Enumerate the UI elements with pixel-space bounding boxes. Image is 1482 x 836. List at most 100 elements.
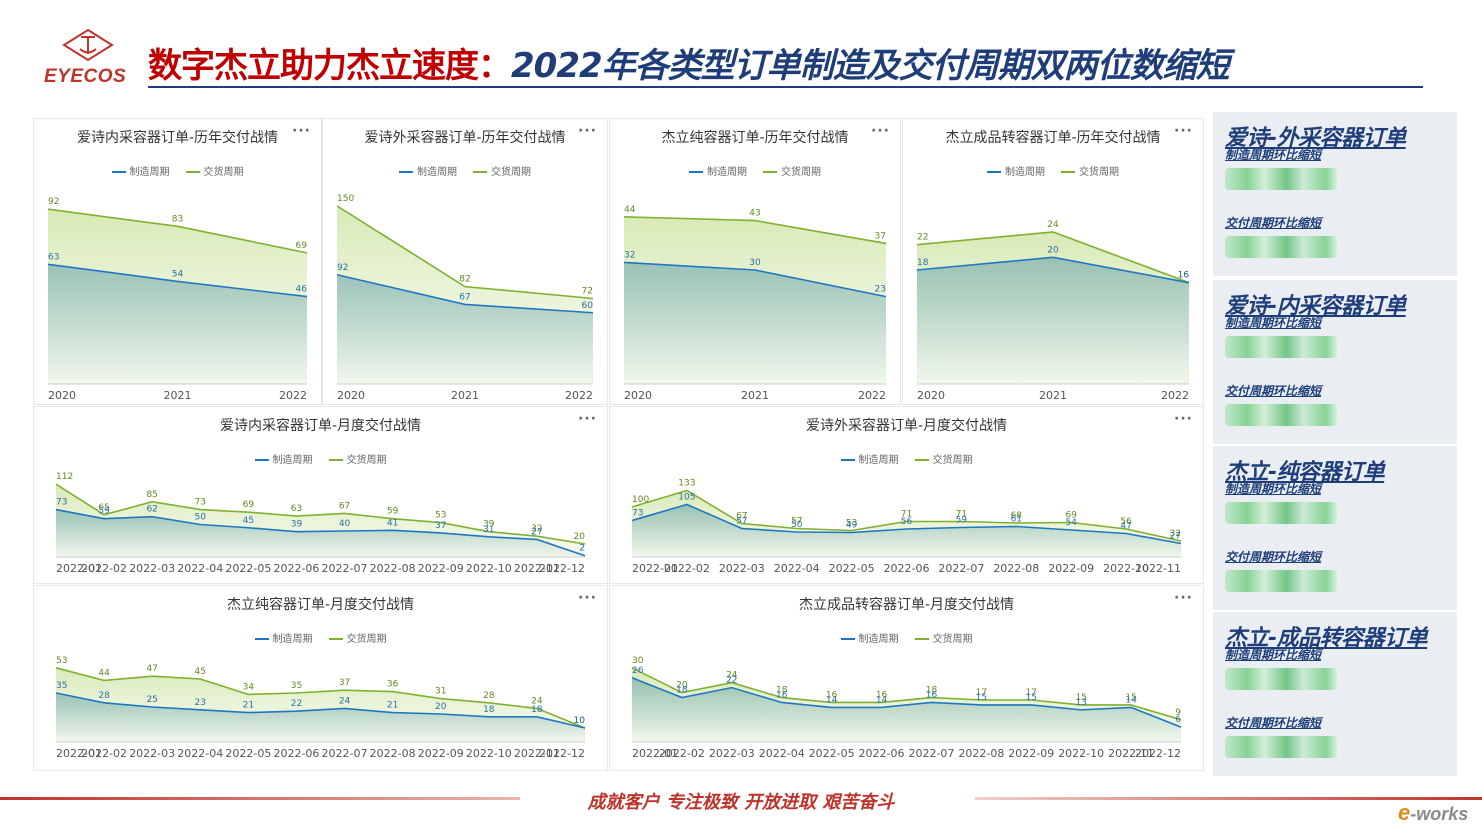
area-manufacturing	[632, 677, 1181, 742]
legend-label: 交货周期	[1079, 167, 1119, 178]
x-tick-label: 2022-06	[273, 747, 319, 760]
series-line-delivery	[631, 667, 1182, 721]
data-label-delivery: 69	[243, 500, 255, 510]
data-label-delivery: 83	[172, 214, 183, 224]
chart-panel-yearly-2: 爱诗外采容器订单-历年交付战情 ··· 制造周期 交货周期 150 82 72 92 67…	[322, 118, 608, 405]
data-label-delivery: 112	[56, 472, 73, 482]
more-icon[interactable]: ···	[1174, 411, 1193, 427]
chart-svg: 53 44 47 45 34 35 37 36 31 28 24 10 35 28 25 23 21 22 24 21…	[55, 656, 586, 760]
chart-legend: 制造周期 交货周期	[34, 630, 607, 645]
more-icon[interactable]: ···	[578, 590, 597, 606]
x-tick-label: 2022-12	[539, 562, 585, 575]
chart-panel-yearly-1: 爱诗内采容器订单-历年交付战情 ··· 制造周期 交货周期 92 83 69 63 54 4…	[33, 118, 322, 405]
more-icon[interactable]: ···	[871, 123, 890, 139]
data-label-delivery: 28	[483, 691, 495, 701]
area-manufacturing	[56, 509, 585, 557]
more-icon[interactable]: ···	[1174, 123, 1193, 139]
data-label-manufacturing: 31	[483, 525, 494, 535]
data-label-delivery: 100	[632, 495, 649, 505]
data-label-manufacturing: 22	[726, 676, 737, 686]
x-tick-label: 2022-10	[1103, 562, 1149, 575]
series-line-delivery	[336, 205, 594, 300]
area-manufacturing	[632, 504, 1181, 557]
x-tick-label: 2022-04	[774, 562, 820, 575]
data-label-delivery: 73	[195, 498, 206, 508]
data-label-manufacturing: 54	[172, 269, 184, 279]
x-tick-label: 2022-10	[1058, 747, 1104, 760]
area-manufacturing	[917, 257, 1189, 384]
more-icon[interactable]: ···	[578, 123, 597, 139]
x-tick-label: 2022-07	[908, 747, 954, 760]
data-label-delivery: 68	[1011, 511, 1023, 521]
data-label-manufacturing: 59	[956, 516, 968, 526]
data-label-manufacturing: 39	[291, 520, 303, 530]
logo-diamond-icon	[62, 28, 114, 62]
chart-title: 杰立纯容器订单-月度交付战情	[226, 597, 415, 613]
data-label-delivery: 10	[574, 716, 586, 726]
data-label-delivery: 72	[582, 287, 593, 297]
data-label-manufacturing: 15	[976, 693, 987, 703]
data-label-delivery: 36	[387, 680, 399, 690]
chart-panel-monthly-4: 杰立成品转容器订单-月度交付战情 ··· 制造周期 交货周期 30 20 24 18 16…	[609, 585, 1204, 771]
data-label-manufacturing: 25	[146, 695, 157, 705]
x-tick-label: 2022-06	[273, 562, 319, 575]
legend-label: 制造周期	[272, 634, 313, 645]
data-label-delivery: 43	[749, 209, 760, 219]
chart-legend: 制造周期 交货周期	[34, 451, 607, 466]
data-label-delivery: 44	[98, 668, 110, 678]
chart-title: 杰立成品转容器订单-月度交付战情	[798, 597, 1015, 613]
series-line-manufacturing	[47, 263, 308, 298]
data-label-manufacturing: 40	[339, 519, 351, 529]
blurred-value	[1225, 736, 1337, 758]
x-tick-label: 2022	[279, 389, 307, 402]
data-label-delivery: 57	[791, 517, 802, 527]
chart-legend: 制造周期 交货周期	[610, 630, 1203, 645]
data-label-manufacturing: 49	[846, 521, 858, 531]
x-tick-label: 2022-06	[859, 747, 905, 760]
area-manufacturing	[48, 264, 307, 384]
x-tick-label: 2022-02	[81, 562, 127, 575]
data-label-delivery: 53	[56, 656, 67, 666]
footer-line-right	[975, 797, 1482, 800]
data-label-delivery: 9	[1175, 708, 1181, 718]
metric-label: 制造周期环比缩短	[1225, 648, 1322, 662]
page-title: 数字杰立助力杰立速度：2022年各类型订单制造及交付周期双两位数缩短	[148, 38, 1230, 88]
chart-svg: 112 65 85 73 69 63 67 59 53 39 32 20 73 59 62 50 45 39 40 4…	[55, 472, 586, 575]
x-tick-label: 2022	[565, 389, 593, 402]
x-tick-label: 2022-04	[177, 562, 223, 575]
more-icon[interactable]: ···	[292, 123, 311, 139]
legend-label: 制造周期	[272, 455, 313, 466]
watermark-e: e	[1398, 800, 1411, 825]
x-tick-label: 2020	[624, 389, 652, 402]
blurred-value	[1225, 502, 1337, 524]
more-icon[interactable]: ···	[578, 411, 597, 427]
data-label-delivery: 31	[435, 687, 446, 697]
x-tick-label: 2022-03	[719, 562, 765, 575]
series-line-manufacturing	[631, 503, 1182, 545]
legend-label: 交货周期	[203, 167, 244, 178]
data-label-manufacturing: 105	[678, 493, 695, 503]
data-label-delivery: 17	[1026, 688, 1037, 698]
data-label-delivery: 44	[624, 205, 636, 215]
data-label-manufacturing: 30	[749, 258, 761, 268]
chart-title: 爱诗内采容器订单-历年交付战情	[76, 130, 279, 146]
x-tick-label: 2022-04	[177, 747, 223, 760]
data-label-manufacturing: 20	[435, 702, 447, 712]
data-label-delivery: 53	[435, 511, 446, 521]
x-tick-label: 2020	[917, 389, 945, 402]
legend-label: 交货周期	[932, 634, 973, 645]
title-blue: 2022年各类型订单制造及交付周期双两位数缩短	[511, 46, 1230, 86]
data-label-manufacturing: 27	[1170, 532, 1181, 542]
more-icon[interactable]: ···	[1174, 590, 1193, 606]
x-tick-label: 2022-05	[829, 562, 875, 575]
data-label-delivery: 35	[291, 681, 302, 691]
series-line-delivery	[55, 483, 586, 545]
data-label-delivery: 16	[1178, 271, 1190, 281]
data-label-delivery: 24	[531, 696, 543, 706]
data-label-delivery: 34	[243, 682, 255, 692]
metric-label: 制造周期环比缩短	[1225, 316, 1322, 330]
data-label-delivery: 63	[291, 504, 302, 514]
data-label-delivery: 15	[1075, 693, 1086, 703]
